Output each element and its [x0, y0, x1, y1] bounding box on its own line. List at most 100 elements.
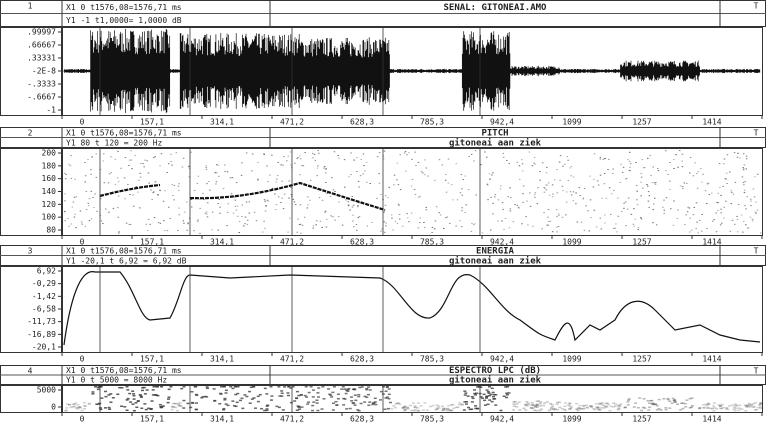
spectro-dot: [649, 154, 651, 156]
spectro-dot: [218, 198, 221, 200]
spectro-dot: [125, 222, 128, 224]
spectro-dot: [138, 207, 141, 209]
lpc-dot: [317, 387, 321, 389]
spectro-dot: [745, 155, 748, 157]
lpc-dot: [307, 391, 311, 394]
spectro-dot: [397, 184, 400, 186]
spectro-dot: [527, 224, 529, 226]
spectro-dot: [238, 232, 241, 234]
lpc-dot: [653, 403, 657, 405]
spectro-dot: [733, 223, 736, 225]
corner-button: T: [754, 129, 759, 138]
lpc-dot: [450, 404, 454, 406]
lpc-dot: [733, 409, 737, 412]
spectro-dot: [533, 156, 536, 158]
lpc-dot: [447, 409, 451, 411]
lpc-dot: [657, 398, 661, 401]
spectro-dot: [459, 220, 461, 222]
y-tick-label: 6,92: [37, 267, 56, 276]
spectro-dot: [734, 181, 737, 183]
spectro-dot: [385, 222, 387, 224]
spectro-dot: [299, 204, 302, 206]
lpc-dot: [612, 406, 616, 408]
spectro-dot: [646, 184, 648, 186]
spectro-dot: [317, 165, 319, 167]
spectro-dot: [168, 206, 170, 208]
lpc-dot: [598, 403, 602, 406]
lpc-dot: [463, 394, 467, 396]
lpc-dot: [403, 409, 407, 412]
spectro-dot: [90, 173, 92, 175]
spectro-dot: [736, 231, 739, 233]
spectro-dot: [629, 166, 631, 168]
spectro-dot: [744, 205, 746, 207]
plot-content: [63, 27, 761, 115]
spectro-dot: [160, 153, 163, 155]
lpc-dot: [502, 395, 506, 397]
spectro-dot: [188, 165, 190, 167]
lpc-dot: [253, 407, 257, 409]
lpc-dot: [706, 403, 710, 405]
lpc-dot: [256, 400, 260, 403]
spectro-dot: [754, 176, 756, 178]
spectro-dot: [641, 159, 644, 161]
x-tick-label: 0: [80, 118, 85, 127]
spectro-dot: [640, 172, 642, 174]
spectro-dot: [519, 178, 521, 180]
spectro-dot: [326, 192, 328, 194]
spectro-dot: [685, 182, 688, 184]
lpc-dot: [533, 406, 537, 408]
lpc-dot: [289, 387, 293, 389]
spectro-dot: [608, 187, 611, 189]
spectro-dot: [196, 220, 199, 222]
spectro-dot: [91, 156, 94, 158]
spectro-dot: [655, 224, 658, 226]
spectro-dot: [585, 205, 587, 207]
lpc-dot: [342, 404, 346, 406]
lpc-dot: [331, 391, 335, 394]
lpc-dot: [535, 404, 539, 407]
lpc-dot: [706, 402, 710, 405]
lpc-dot: [556, 408, 560, 411]
spectro-dot: [197, 219, 199, 221]
lpc-dot: [759, 402, 763, 404]
spectro-dot: [640, 195, 642, 197]
spectro-dot: [755, 201, 757, 203]
spectro-dot: [441, 164, 444, 166]
spectro-dot: [173, 184, 176, 186]
spectro-dot: [558, 161, 561, 163]
spectro-dot: [665, 170, 667, 172]
lpc-dot: [447, 404, 451, 407]
spectro-dot: [216, 172, 218, 174]
spectro-dot: [500, 185, 502, 187]
spectro-dot: [217, 203, 219, 205]
spectro-dot: [460, 174, 463, 176]
lpc-dot: [749, 404, 753, 407]
spectro-dot: [352, 204, 355, 206]
lpc-dot: [476, 407, 480, 410]
spectro-dot: [717, 202, 719, 204]
lpc-dot: [343, 388, 347, 390]
lpc-dot: [688, 407, 692, 409]
spectro-dot: [414, 194, 417, 196]
lpc-dot: [116, 393, 120, 396]
spectro-dot: [552, 193, 554, 195]
lpc-dot: [169, 386, 173, 388]
spectro-dot: [334, 219, 336, 221]
spectro-dot: [263, 154, 265, 156]
spectro-dot: [100, 198, 102, 200]
spectro-dot: [267, 200, 270, 202]
spectro-dot: [534, 192, 537, 194]
spectro-dot: [309, 199, 311, 201]
lpc-dot: [460, 404, 464, 406]
spectro-dot: [508, 162, 511, 164]
lpc-dot: [346, 390, 350, 392]
lpc-dot: [643, 407, 647, 409]
spectro-dot: [132, 205, 135, 207]
spectro-dot: [214, 171, 216, 173]
spectro-dot: [419, 217, 421, 219]
spectro-dot: [492, 202, 494, 204]
spectro-dot: [629, 151, 631, 153]
lpc-dot: [719, 405, 723, 407]
x-tick-label: 1257: [632, 118, 651, 127]
